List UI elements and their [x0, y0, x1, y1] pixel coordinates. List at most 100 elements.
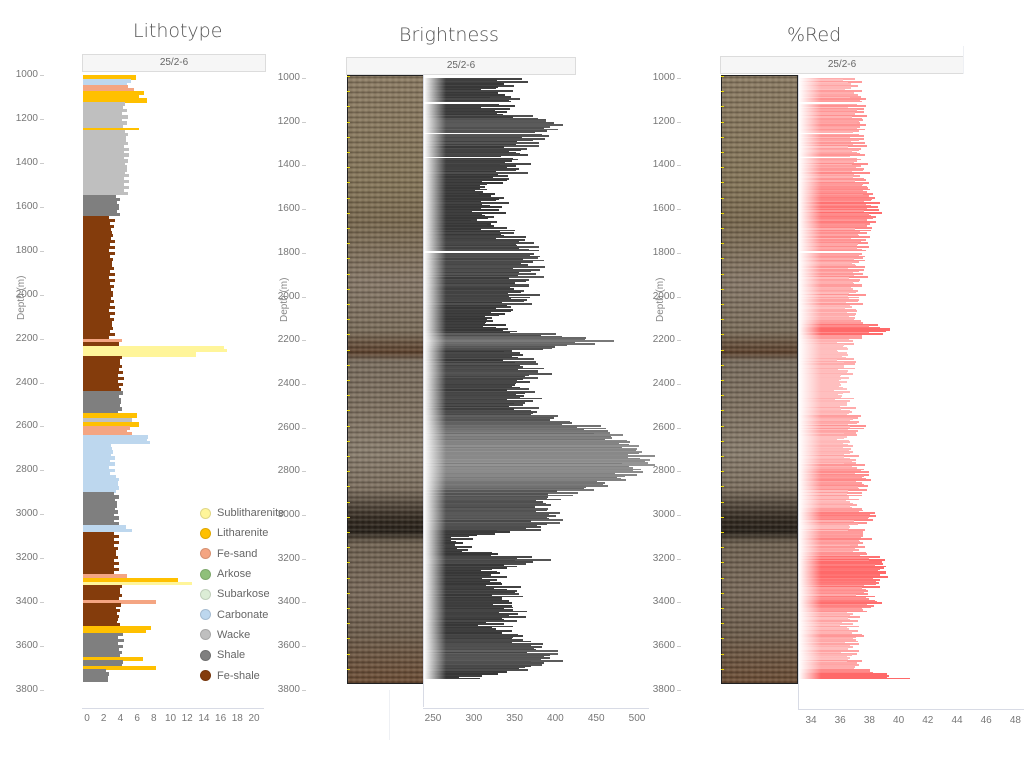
red-bar	[799, 566, 885, 569]
red-bar	[799, 575, 879, 577]
red-bar	[799, 379, 840, 382]
legend-item-sublitharenite[interactable]: Sublitharenite	[200, 503, 284, 523]
brightness-bar	[424, 598, 503, 601]
brightness-bar	[424, 438, 605, 441]
red-bar	[799, 480, 857, 483]
brightness-bar	[424, 491, 579, 494]
red-bar	[799, 199, 871, 202]
red-bar	[799, 183, 864, 185]
brightness-bar	[424, 323, 506, 326]
lithotype-bar	[83, 672, 110, 676]
legend-item-shale[interactable]: Shale	[200, 645, 284, 665]
red-bar	[799, 561, 883, 564]
brightness-bar	[424, 151, 517, 154]
brightness-bar	[424, 230, 500, 233]
lithotype-bar	[83, 570, 114, 574]
red-bar	[799, 177, 865, 180]
legend-item-wacke[interactable]: Wacke	[200, 625, 284, 645]
red-x-axis-baseline	[798, 75, 799, 709]
red-bar	[799, 114, 868, 117]
red-bar	[799, 493, 848, 495]
red-bar	[799, 560, 869, 562]
y-tick-mark	[302, 558, 306, 560]
lithotype-bar	[83, 516, 120, 520]
brightness-bar	[424, 318, 488, 321]
red-bar	[799, 319, 861, 322]
brightness-bar	[424, 474, 638, 476]
red-bar	[799, 124, 867, 127]
brightness-bar	[424, 293, 540, 296]
brightness-bar	[424, 329, 503, 332]
brightness-bar	[424, 83, 504, 86]
red-bar	[799, 474, 870, 476]
legend-item-subarkose[interactable]: Subarkose	[200, 584, 284, 604]
brightness-bar	[424, 472, 615, 475]
y-tick-label: 2200	[277, 334, 300, 346]
brightness-bar	[424, 557, 518, 560]
brightness-bar	[424, 484, 609, 487]
brightness-bar	[424, 428, 584, 431]
red-bar	[799, 87, 852, 90]
y-tick-label: 3800	[652, 683, 675, 695]
brightness-bar	[424, 110, 507, 113]
red-bar	[799, 610, 867, 613]
brightness-bar	[424, 181, 504, 184]
red-bar	[799, 355, 843, 358]
brightness-bar	[424, 512, 561, 515]
brightness-bar	[424, 404, 524, 407]
x-tick-label: 16	[215, 713, 227, 724]
core-depth-marker	[721, 516, 724, 518]
red-bar	[799, 628, 850, 631]
brightness-bar	[424, 217, 488, 220]
red-bar	[799, 248, 862, 251]
lithotype-bar	[83, 444, 112, 448]
lithotype-bar	[83, 341, 119, 347]
core-depth-marker	[347, 577, 350, 579]
brightness-bar	[424, 377, 538, 379]
red-bar	[799, 490, 848, 493]
red-bar	[799, 245, 869, 248]
brightness-bar	[424, 409, 531, 412]
y-tick-mark	[302, 515, 306, 516]
red-bar	[799, 308, 856, 311]
legend-item-carbonate[interactable]: Carbonate	[200, 604, 284, 624]
red-bar	[799, 205, 871, 207]
red-bar	[799, 494, 863, 497]
y-tick-label: 1000	[277, 72, 300, 83]
brightness-bar	[424, 605, 512, 607]
brightness-bar	[424, 527, 526, 530]
y-tick-label: 1200	[277, 115, 300, 127]
core-depth-marker	[721, 152, 724, 153]
y-tick-label: 2800	[652, 465, 675, 477]
brightness-bar	[424, 453, 628, 456]
red-bar	[799, 547, 856, 550]
brightness-bar	[424, 435, 611, 438]
red-bar	[799, 284, 862, 287]
legend-item-fe-shale[interactable]: Fe-shale	[200, 665, 284, 685]
core-depth-marker	[347, 182, 350, 184]
red-bar	[799, 371, 847, 374]
y-tick-label: 2800	[277, 465, 300, 477]
legend-item-fe-sand[interactable]: Fe-sand	[200, 544, 284, 564]
brightness-bar	[424, 456, 628, 459]
y-tick-label: 2200	[15, 332, 38, 344]
brightness-bar	[424, 401, 525, 404]
red-bar	[799, 648, 848, 651]
lithotype-bar	[83, 593, 122, 598]
legend-item-litharenite[interactable]: Litharenite	[200, 523, 284, 543]
red-bar	[799, 136, 850, 139]
legend-item-arkose[interactable]: Arkose	[200, 564, 284, 584]
brightness-bar	[424, 99, 510, 102]
red-bar	[799, 521, 867, 524]
brightness-well-header: 25/2-6	[346, 57, 576, 75]
lithotype-bar	[83, 429, 127, 433]
y-tick-label: 3600	[277, 640, 300, 652]
x-tick-label: 4	[117, 713, 124, 724]
brightness-bar	[424, 282, 516, 285]
brightness-bar	[424, 330, 517, 333]
brightness-bar	[424, 393, 516, 396]
red-bar	[799, 214, 871, 217]
brightness-bar	[424, 509, 547, 512]
brightness-bar	[424, 128, 558, 131]
brightness-bar	[424, 235, 505, 237]
